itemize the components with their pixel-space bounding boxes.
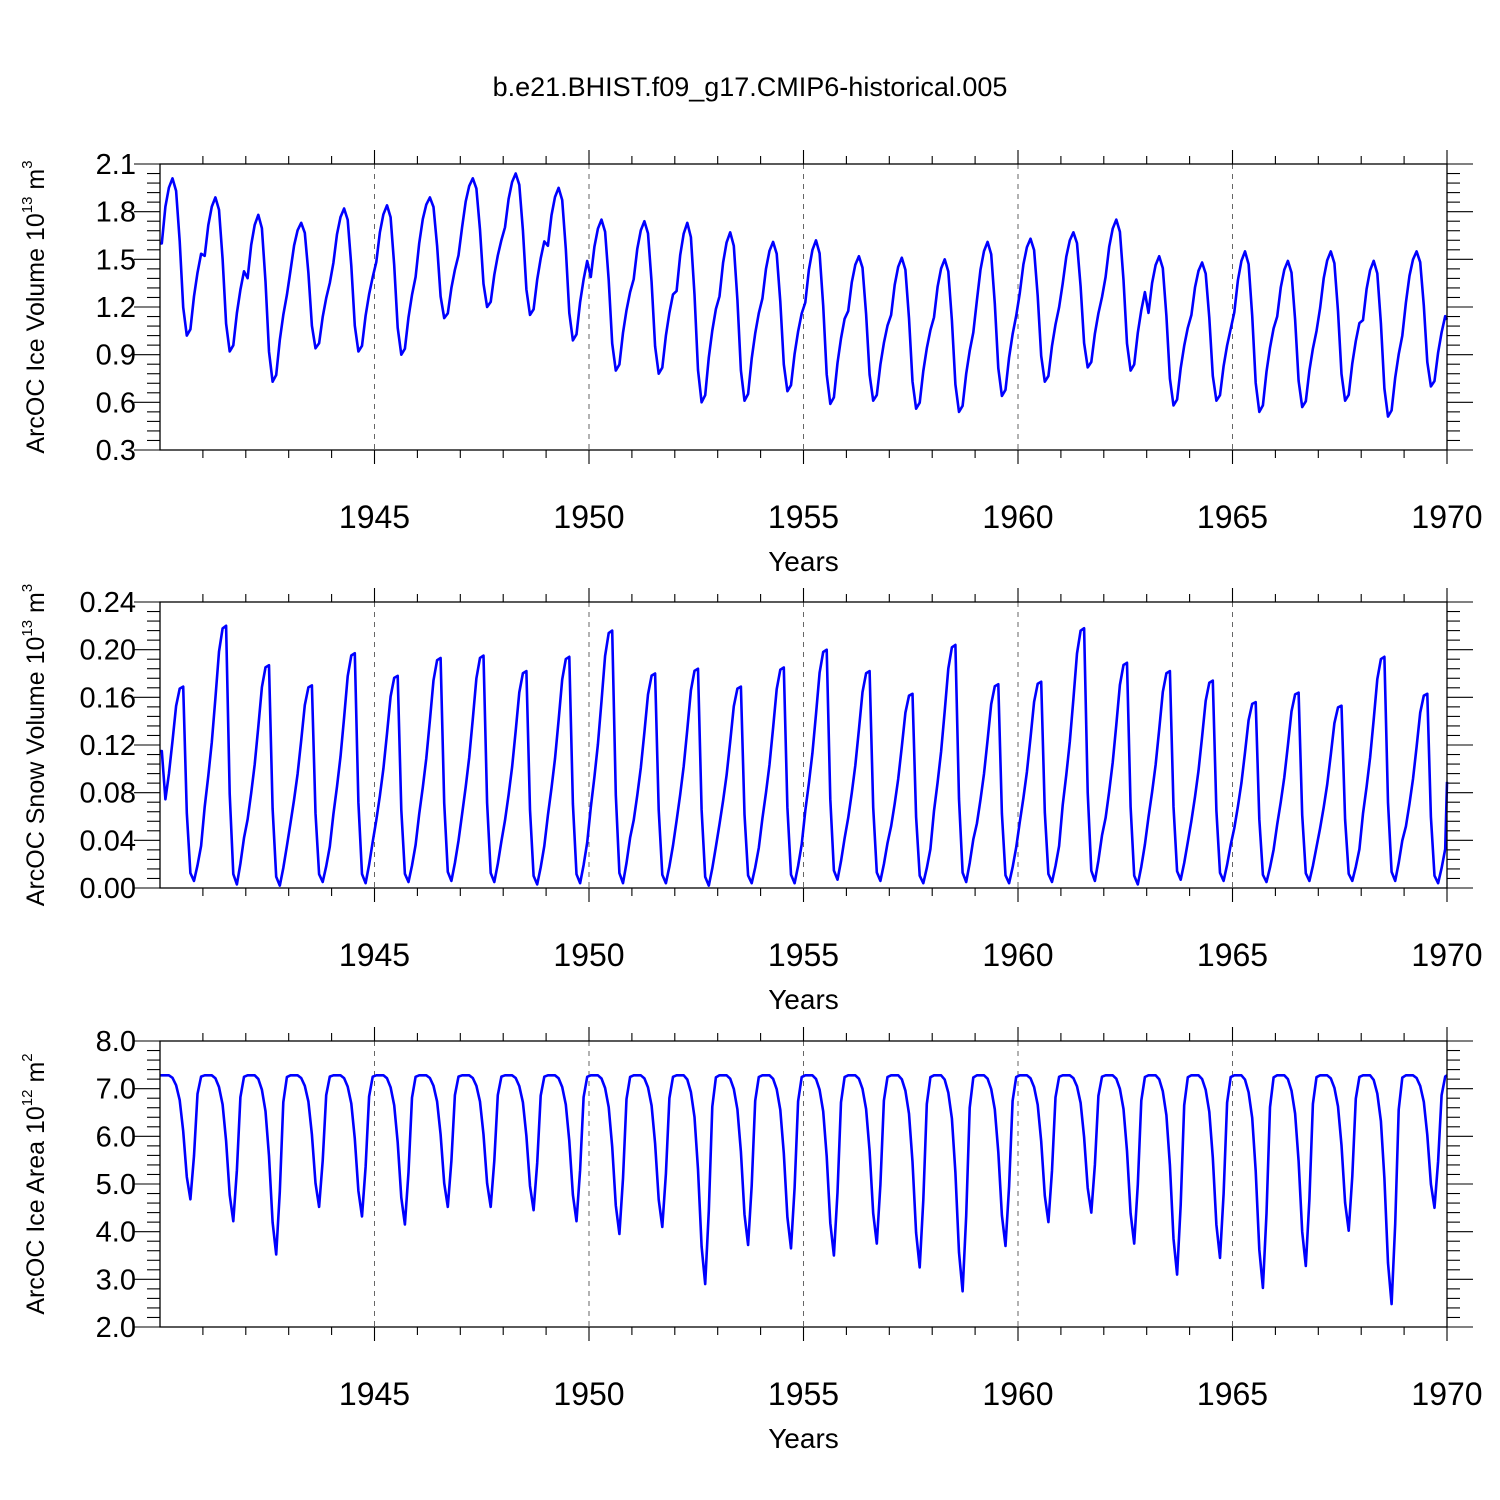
y-axis-label: ArcOC Snow Volume 1013 m3: [19, 584, 50, 906]
series-line-ice-volume: [160, 172, 1449, 418]
x-tick-label: 1960: [982, 937, 1053, 973]
panel-ice-volume: 1945 1950 1955 1960 1965 1970 0.3 0.6 0.9 1.2 1.5 1…: [19, 149, 1483, 577]
figure-title: b.e21.BHIST.f09_g17.CMIP6-historical.005: [493, 72, 1008, 102]
y-label-unit-exponent: 2: [19, 1053, 36, 1061]
x-tick-label: 1945: [339, 1376, 410, 1412]
y-tick-label: 4.0: [96, 1217, 136, 1249]
y-label-main: ArcOC Ice Area 10: [22, 1106, 50, 1314]
y-tick-label: 0.16: [80, 682, 136, 714]
y-tick-label: 0.3: [96, 435, 136, 467]
x-tick-label: 1945: [339, 499, 410, 535]
y-tick-label: 0.04: [80, 825, 136, 857]
y-label-exponent: 13: [19, 620, 36, 637]
y-tick-label: 2.0: [96, 1312, 136, 1344]
y-tick-label: 0.6: [96, 387, 136, 419]
y-tick-label: 5.0: [96, 1169, 136, 1201]
x-tick-label: 1965: [1197, 499, 1268, 535]
y-tick-label: 8.0: [96, 1026, 136, 1058]
y-label-unit-exponent: 3: [19, 160, 36, 168]
y-label-unit: m: [22, 592, 50, 620]
y-tick-label: 1.5: [96, 244, 136, 276]
x-tick-label: 1960: [982, 499, 1053, 535]
x-tick-label: 1950: [553, 1376, 624, 1412]
y-tick-label: 1.2: [96, 292, 136, 324]
x-tick-label: 1970: [1411, 1376, 1482, 1412]
y-tick-label: 0.08: [80, 778, 136, 810]
y-label-exponent: 13: [19, 197, 36, 214]
y-label-main: ArcOC Snow Volume 10: [22, 637, 50, 907]
y-tick-label: 3.0: [96, 1264, 136, 1296]
x-tick-label: 1960: [982, 1376, 1053, 1412]
x-tick-label: 1955: [768, 1376, 839, 1412]
x-tick-label: 1965: [1197, 937, 1268, 973]
x-tick-label: 1955: [768, 937, 839, 973]
y-axis-label: ArcOC Ice Volume 1013 m3: [19, 160, 50, 453]
y-axis-label: ArcOC Ice Area 1012 m2: [19, 1053, 50, 1314]
y-label-exponent: 12: [19, 1090, 36, 1107]
y-tick-label: 6.0: [96, 1121, 136, 1153]
y-tick-label: 2.1: [96, 149, 136, 181]
y-tick-label: 0.12: [80, 730, 136, 762]
y-label-unit: m: [22, 169, 50, 197]
x-tick-label: 1970: [1411, 499, 1482, 535]
y-tick-label: 0.20: [80, 635, 136, 667]
y-tick-label: 0.9: [96, 340, 136, 372]
x-tick-label: 1970: [1411, 937, 1482, 973]
x-axis-label: Years: [768, 546, 839, 577]
y-tick-label: 0.24: [80, 587, 136, 619]
x-tick-label: 1955: [768, 499, 839, 535]
x-tick-label: 1950: [553, 937, 624, 973]
x-tick-label: 1945: [339, 937, 410, 973]
x-axis-label: Years: [768, 984, 839, 1015]
y-tick-label: 1.8: [96, 197, 136, 229]
y-tick-label: 0.00: [80, 873, 136, 905]
panel-ice-area: 1945 1950 1955 1960 1965 1970 2.0 3.0 4.0 5.0 6.0 7…: [19, 1026, 1483, 1454]
series-line-snow-volume: [160, 624, 1449, 887]
y-tick-label: 7.0: [96, 1074, 136, 1106]
series-line-ice-area: [160, 1074, 1448, 1306]
x-tick-label: 1965: [1197, 1376, 1268, 1412]
x-tick-label: 1950: [553, 499, 624, 535]
x-axis-label: Years: [768, 1423, 839, 1454]
y-label-unit: m: [22, 1062, 50, 1090]
y-label-unit-exponent: 3: [19, 584, 36, 592]
panel-snow-volume: 1945 1950 1955 1960 1965 1970 0.00 0.04 0.08 0.12…: [19, 584, 1483, 1015]
y-label-main: ArcOC Ice Volume 10: [22, 213, 50, 453]
